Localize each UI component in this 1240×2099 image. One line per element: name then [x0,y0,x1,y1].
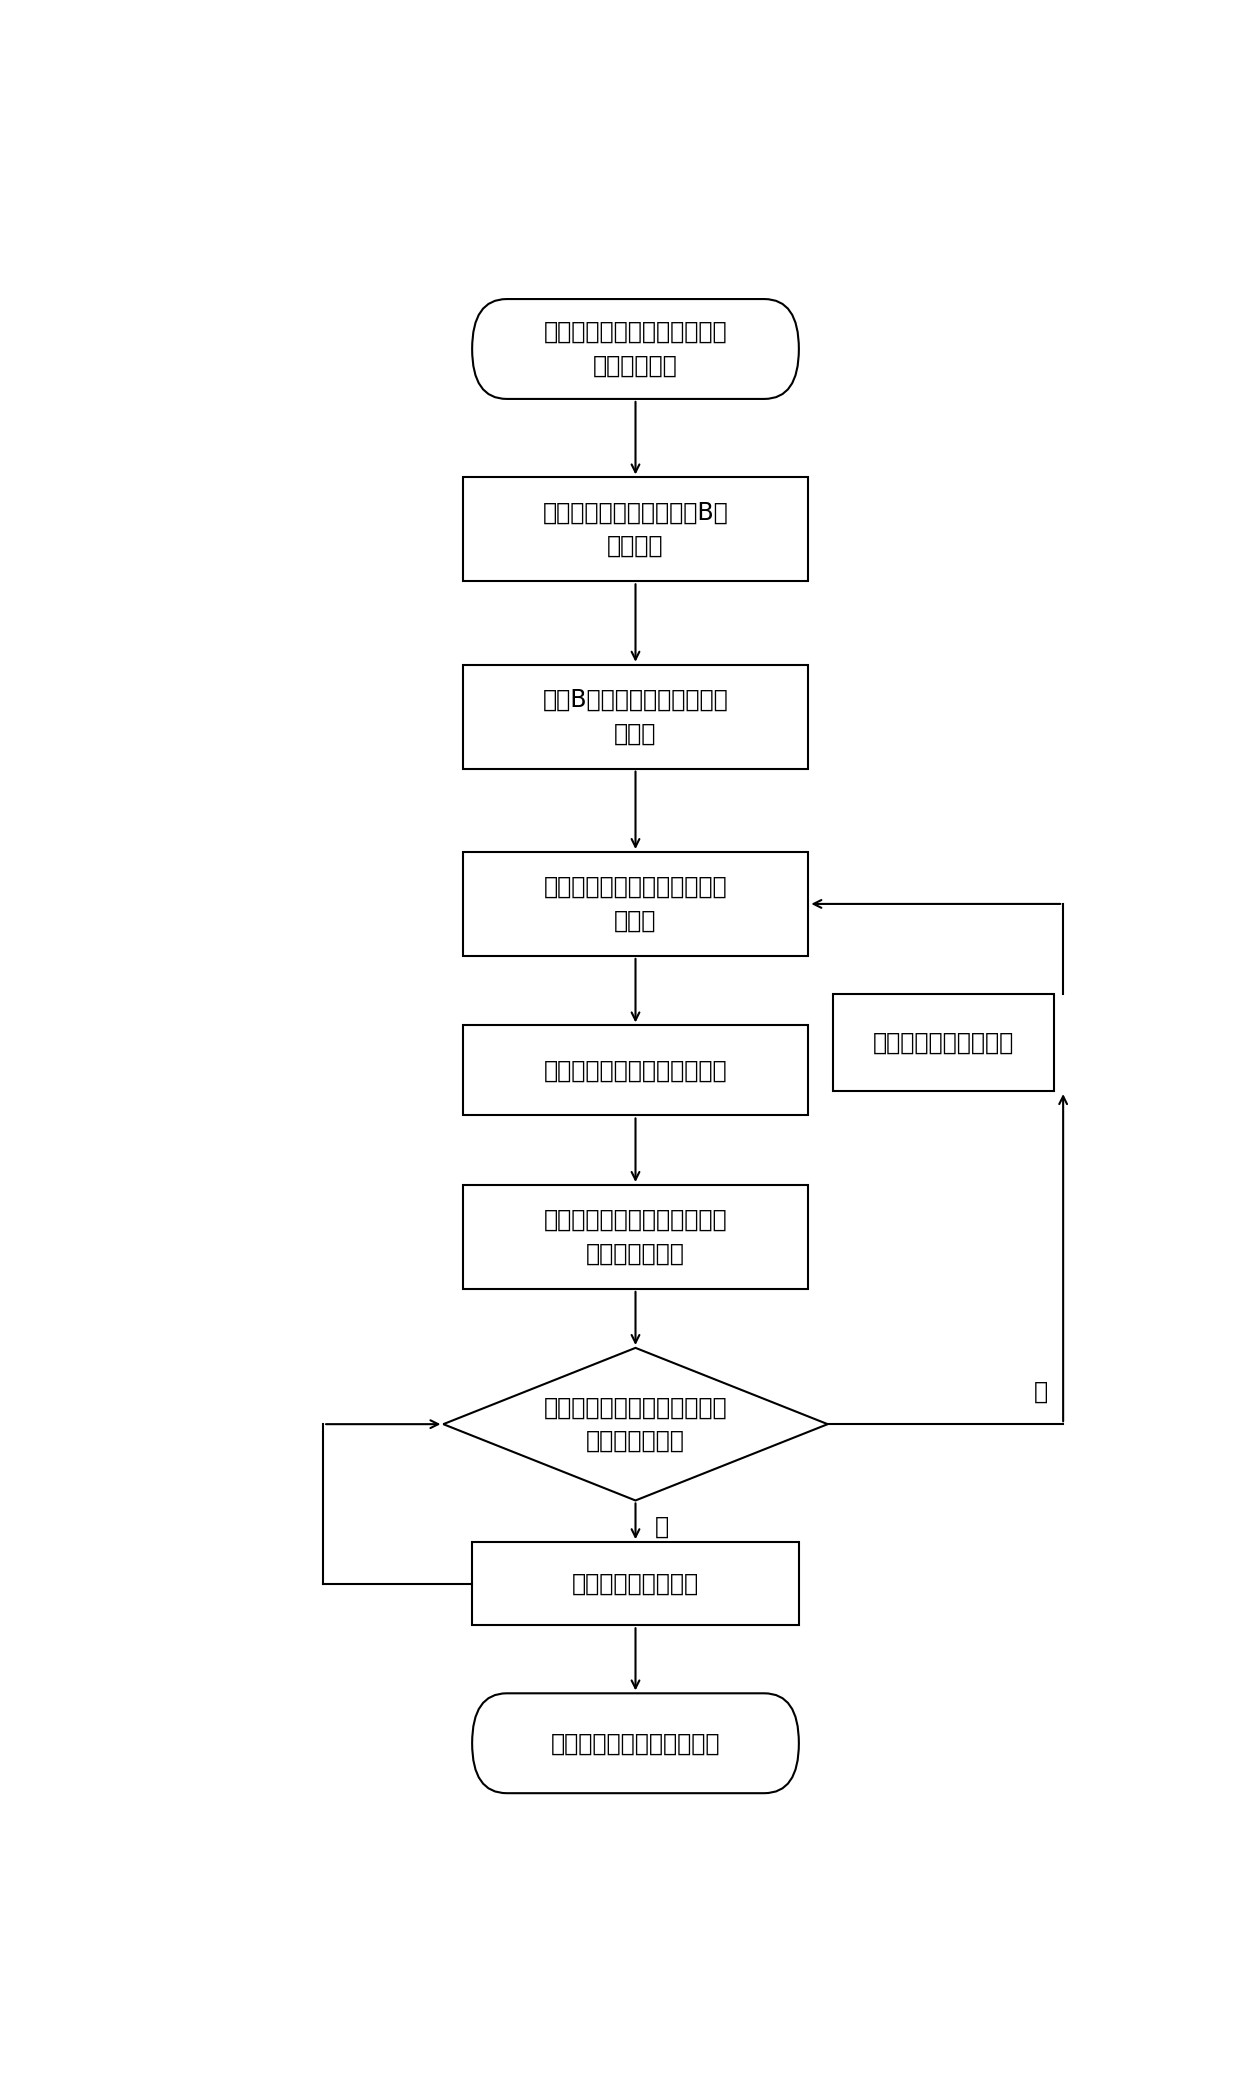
Bar [463,1184,808,1289]
Text: 重建目标区域的声速分布图像: 重建目标区域的声速分布图像 [543,1058,728,1083]
Bar [463,476,808,581]
Bar [472,1543,799,1625]
Text: 根据温度分布判定目标温度是
否已达到设定值: 根据温度分布判定目标温度是 否已达到设定值 [543,1396,728,1453]
Text: 提高聚焦超声波的能量: 提高聚焦超声波的能量 [873,1031,1013,1054]
Bar [463,665,808,768]
Text: 停止超声波聚焦加热: 停止超声波聚焦加热 [572,1572,699,1595]
Text: 根据B型超声图像选定加热目
标区域: 根据B型超声图像选定加热目 标区域 [543,688,728,745]
Bar [463,852,808,955]
Text: 通过循环反馈实现自动控温: 通过循环反馈实现自动控温 [551,1732,720,1755]
FancyBboxPatch shape [472,298,799,399]
Text: 开启环形超声传感器阵列，发
射超声波信号: 开启环形超声传感器阵列，发 射超声波信号 [543,321,728,378]
Text: 接收超声波信号，并重建B型
超声图像: 接收超声波信号，并重建B型 超声图像 [543,500,728,558]
Bar [463,1024,808,1115]
Text: 是: 是 [655,1513,668,1539]
Bar [832,995,1054,1091]
Polygon shape [444,1348,828,1501]
Text: 否: 否 [1034,1379,1049,1404]
Text: 根据声速分布图像计算出目标
区域的温度分布: 根据声速分布图像计算出目标 区域的温度分布 [543,1209,728,1266]
FancyBboxPatch shape [472,1694,799,1793]
Text: 使用超声波聚焦对目标区域进
行加热: 使用超声波聚焦对目标区域进 行加热 [543,875,728,932]
